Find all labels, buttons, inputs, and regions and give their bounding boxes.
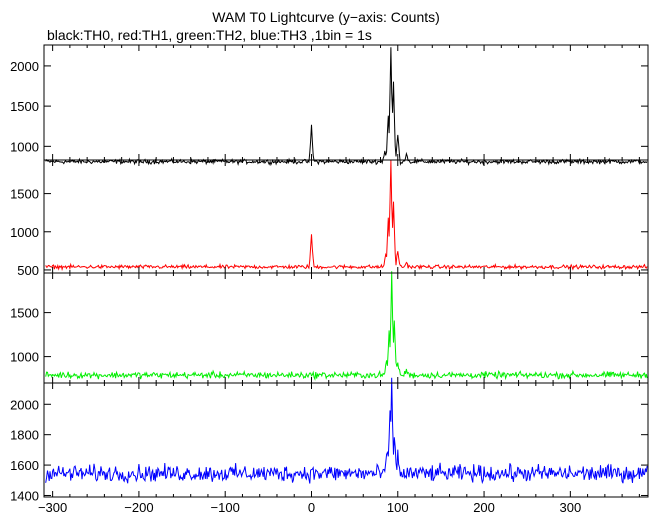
panel-th1: 500 1000 1500: [10, 159, 649, 278]
panel-th0: 1000 1500 2000: [10, 44, 649, 167]
x-tick-label: −200: [124, 500, 153, 515]
y-tick-label: 2000: [10, 59, 39, 74]
y-tick-label: 1500: [10, 187, 39, 202]
chart-subtitle: black:TH0, red:TH1, green:TH2, blue:TH3 …: [47, 27, 372, 43]
y-tick-label: 1600: [10, 458, 39, 473]
y-tick-label: 1000: [10, 225, 39, 240]
panel-frame: [43, 382, 649, 498]
x-tick-label: 0: [308, 500, 315, 515]
panel-frame: [43, 159, 649, 274]
panel-frame: [43, 272, 649, 384]
panel-th2: 1000 1500: [10, 271, 649, 384]
chart-title: WAM T0 Lightcurve (y−axis: Counts): [212, 9, 440, 25]
y-tick-label: 1000: [10, 139, 39, 154]
y-tick-label: 1800: [10, 428, 39, 443]
panel-frame: [43, 44, 649, 161]
y-tick-label: 500: [17, 263, 39, 278]
series-th2-line: [45, 271, 648, 381]
x-tick-label: −300: [38, 500, 67, 515]
x-tick-label: 300: [559, 500, 581, 515]
y-tick-label: 1000: [10, 350, 39, 365]
y-tick-label: 1500: [10, 306, 39, 321]
x-tick-label: −100: [211, 500, 240, 515]
series-th1-line: [45, 160, 648, 272]
y-tick-label: 2000: [10, 397, 39, 412]
series-th0-line: [45, 47, 648, 167]
series-th3-line: [45, 377, 648, 485]
x-tick-label: 200: [473, 500, 495, 515]
y-tick-label: 1500: [10, 99, 39, 114]
x-tick-label: 100: [387, 500, 409, 515]
y-tick-label: 1400: [10, 488, 39, 503]
panel-th3: 1400 1600 1800 2000: [10, 377, 649, 503]
